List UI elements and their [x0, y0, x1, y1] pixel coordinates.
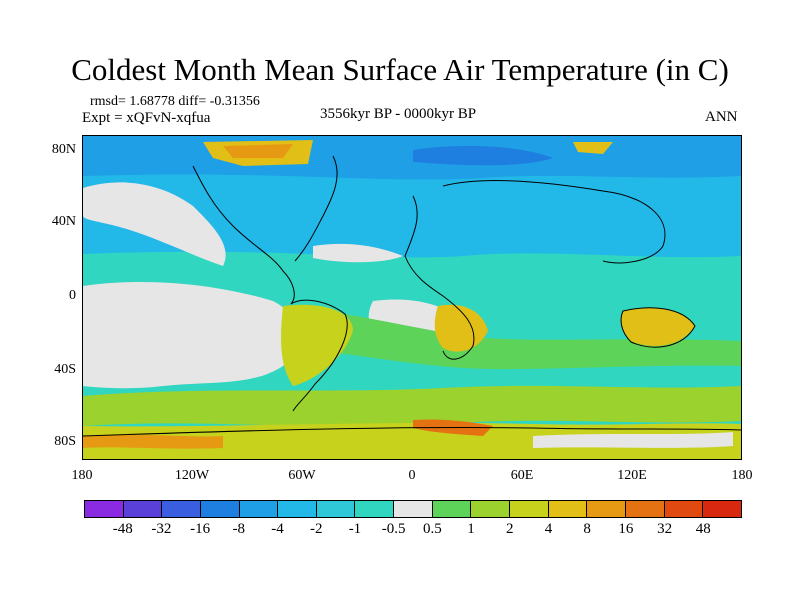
colorbar-box: [355, 501, 395, 517]
south-midlat-warm-band: [283, 306, 741, 370]
colorbar: [84, 500, 742, 518]
colorbar-box: [278, 501, 317, 517]
colorbar-box: [432, 501, 472, 517]
colorbar-labels: -48 -32 -16 -8 -4 -2 -1 -0.5 0.5 1 2 4 8 16 32 48: [84, 521, 742, 541]
colorbar-box: [85, 501, 124, 517]
colorbar-label: 32: [657, 521, 673, 537]
colorbar-label: 4: [544, 521, 553, 537]
south-pacific-neutral-zone: [83, 281, 297, 389]
colorbar-box: [510, 501, 549, 517]
southern-ocean-warm-band: [83, 385, 741, 427]
siberia-cold-zone: [413, 145, 553, 166]
colorbar-box: [587, 501, 626, 517]
colorbar-label: 48: [695, 521, 711, 537]
colorbar-box: [123, 501, 163, 517]
colorbar-label: -4: [271, 521, 284, 537]
period-label: 3556kyr BP - 0000kyr BP: [320, 106, 477, 122]
lat-tick-label: 40S: [54, 362, 76, 377]
lon-tick-label: 60E: [510, 468, 534, 483]
colorbar-box: [471, 501, 511, 517]
colorbar-label: -0.5: [381, 521, 406, 537]
colorbar-box: [316, 501, 356, 517]
colorbar-label: -1: [348, 521, 362, 537]
north-pacific-neutral-zone: [83, 182, 226, 266]
colorbar-box: [162, 501, 201, 517]
colorbar-box: [239, 501, 279, 517]
australia-coast: [620, 307, 696, 348]
colorbar-box: [394, 501, 433, 517]
experiment-label: Expt = xQFvN-xqfua: [82, 110, 211, 126]
colorbar-box: [200, 501, 240, 517]
colorbar-box: [548, 501, 588, 517]
eurasia-coast: [442, 180, 666, 264]
africa-europe-coast: [404, 195, 475, 360]
arctic-cold-zone: [83, 136, 741, 180]
lat-tick-label: 80S: [54, 434, 76, 449]
map-canvas: [83, 136, 741, 459]
colorbar-label: 2: [506, 521, 514, 537]
north-atlantic-neutral-zone: [313, 243, 403, 263]
canada-warm-core: [223, 144, 293, 158]
antarctica-coast: [83, 427, 741, 437]
colorbar-box: [664, 501, 704, 517]
colorbar-label: 8: [583, 521, 591, 537]
lat-tick-label: 80N: [51, 142, 76, 157]
colorbar-label: -48: [112, 521, 133, 537]
colorbar-label: 16: [618, 521, 634, 537]
lon-tick-label: 120E: [617, 468, 647, 483]
siberia-warm-patch: [573, 142, 613, 154]
lon-tick-label: 180: [71, 468, 93, 483]
temperature-map: [82, 135, 742, 460]
lon-tick-label: 60W: [288, 468, 316, 483]
southern-africa-warm-region: [434, 304, 488, 352]
colorbar-label: 1: [467, 521, 475, 537]
north-america-east-coast: [294, 155, 338, 262]
colorbar-label: -32: [151, 521, 172, 537]
colorbar-label: -16: [190, 521, 211, 537]
season-label: ANN: [705, 109, 738, 125]
antarctic-hot-spot-west: [83, 434, 223, 449]
colorbar-label: -2: [309, 521, 323, 537]
south-america-warm-region: [281, 304, 353, 386]
colorbar-label: 0.5: [422, 521, 442, 537]
antarctic-neutral-patch: [533, 432, 733, 448]
colorbar-box: [703, 501, 741, 517]
lat-tick-label: 40N: [51, 214, 76, 229]
map-title: Coldest Month Mean Surface Air Temperatu…: [71, 52, 729, 87]
north-america-west-coast: [192, 165, 295, 305]
stats-text: rmsd= 1.68778 diff= -0.31356: [90, 94, 260, 109]
lon-tick-label: 0: [408, 468, 416, 483]
lon-tick-label: 180: [731, 468, 753, 483]
australia-warm-region: [620, 307, 695, 346]
colorbar-label: -8: [232, 521, 246, 537]
lat-tick-label: 0: [69, 288, 76, 303]
antarctic-warm-band: [83, 422, 741, 459]
colorbar-box: [625, 501, 665, 517]
lon-tick-label: 120W: [174, 468, 210, 483]
south-america-coast: [290, 299, 348, 412]
coastlines: [83, 155, 741, 437]
